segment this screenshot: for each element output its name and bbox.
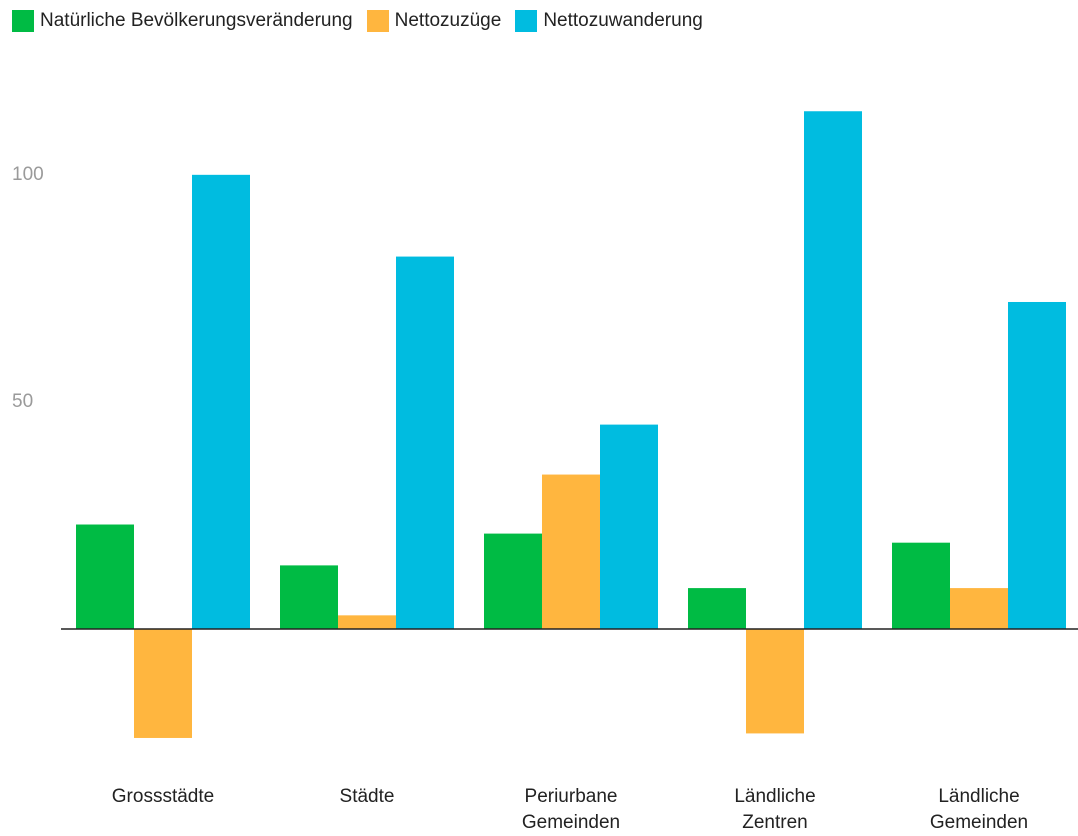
- bar: [746, 628, 804, 734]
- y-tick-label: 50: [12, 391, 33, 412]
- legend: Natürliche Bevölkerungsveränderung Nettoz…: [12, 10, 703, 32]
- legend-label: Nettozuzüge: [394, 10, 502, 31]
- legend-item: Nettozuzüge: [366, 10, 502, 32]
- bar: [892, 542, 950, 629]
- y-tick-label: 100: [12, 164, 44, 185]
- x-tick-label: Grossstädte: [111, 786, 215, 807]
- legend-swatch: [366, 10, 389, 32]
- bar: [542, 474, 600, 629]
- bar: [484, 533, 542, 629]
- x-tick-label: Städte: [339, 786, 395, 807]
- bar: [338, 615, 396, 629]
- bar: [134, 628, 192, 738]
- bar: [688, 588, 746, 629]
- legend-label: Nettozuwanderung: [543, 10, 703, 31]
- bar: [1008, 301, 1066, 629]
- bar: [396, 256, 454, 629]
- legend-swatch: [12, 10, 34, 32]
- bar: [950, 588, 1008, 629]
- x-tick-label: Ländliche Gemeinden: [929, 786, 1029, 833]
- chart: 50 100: [12, 111, 1078, 738]
- x-tick-label: Ländliche Zentren: [734, 786, 816, 833]
- bar: [600, 424, 658, 629]
- bar: [280, 565, 338, 629]
- legend-item: Nettozuwanderung: [515, 10, 703, 32]
- legend-item: Natürliche Bevölkerungsveränderung: [12, 10, 353, 32]
- legend-label: Natürliche Bevölkerungsveränderung: [40, 10, 353, 31]
- x-tick-label: Periurbane Gemeinden: [521, 786, 621, 833]
- bar: [76, 524, 134, 629]
- legend-swatch: [515, 10, 538, 32]
- bar: [192, 174, 250, 629]
- bar: [804, 111, 862, 629]
